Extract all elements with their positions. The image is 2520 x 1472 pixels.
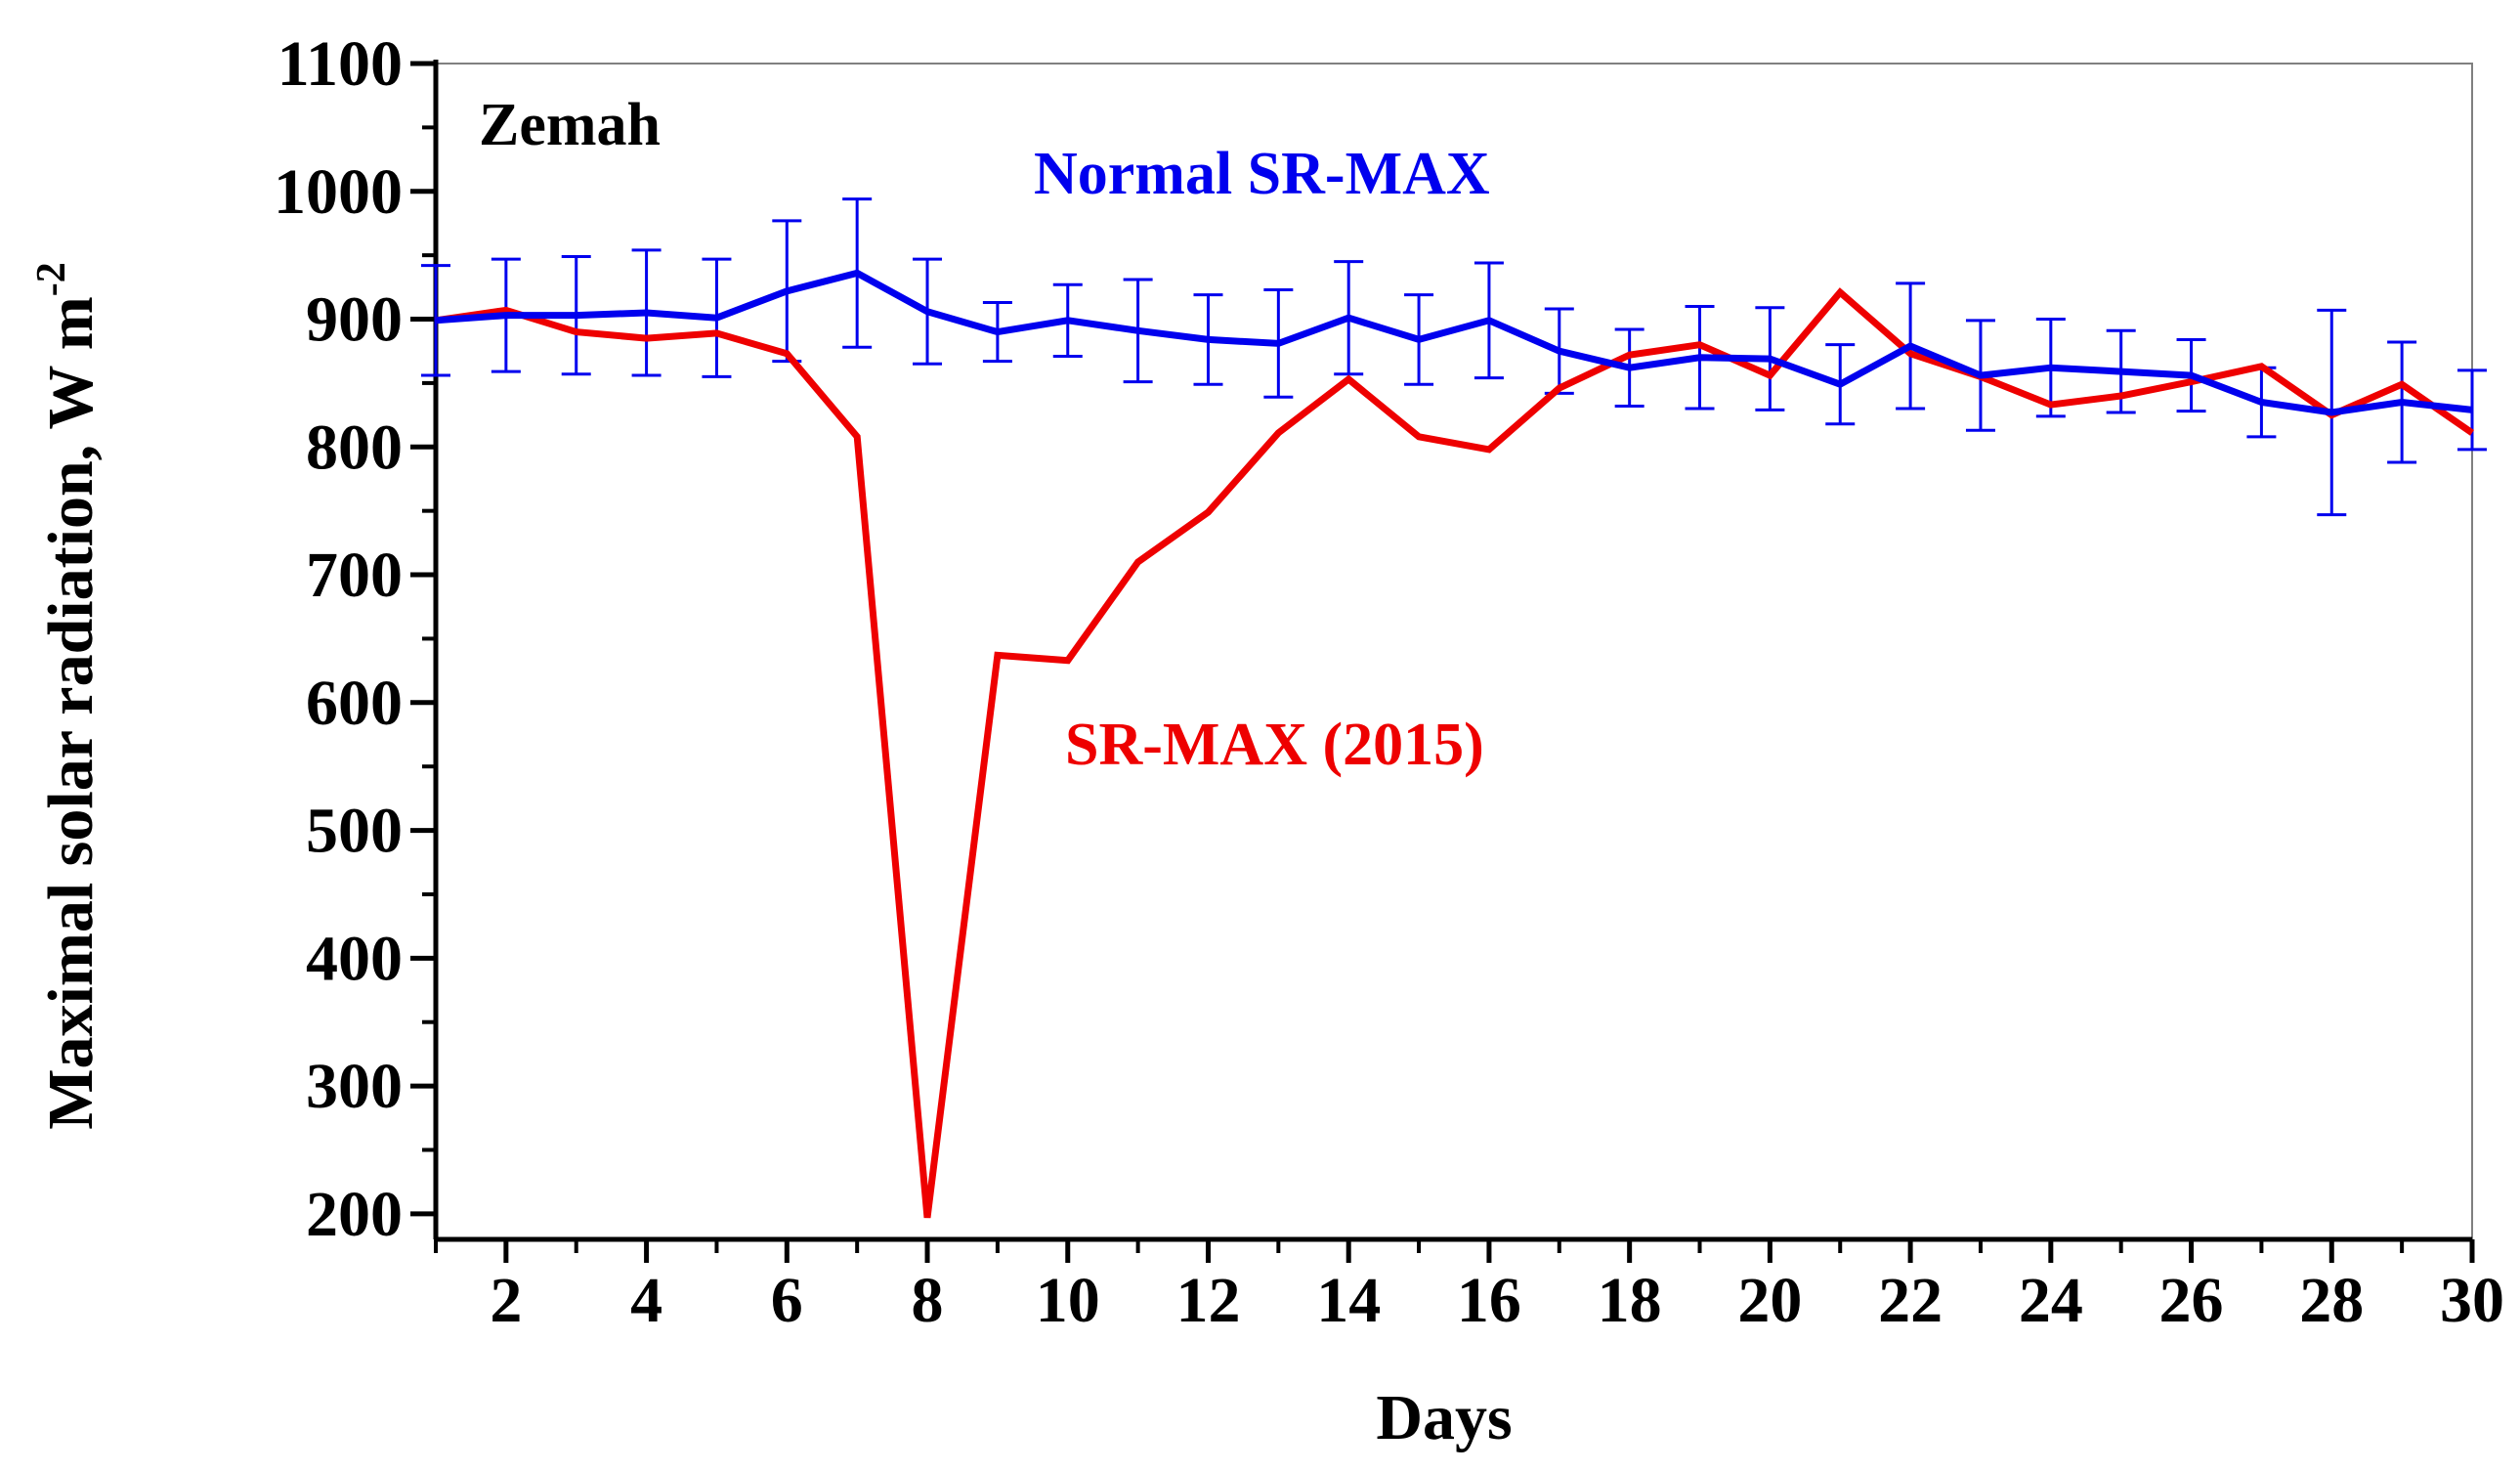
sr-max-2015-data-point — [1907, 351, 1913, 357]
x-tick-label: 20 — [1737, 1265, 1802, 1336]
legend-2015-label: SR-MAX (2015) — [1065, 712, 1484, 778]
y-tick-label: 700 — [306, 540, 403, 611]
y-tick-label: 600 — [306, 668, 403, 739]
x-axis: 2 4 6 8 10 12 14 16 18 20 22 24 26 28 30 — [434, 1239, 2504, 1336]
plot-border — [435, 63, 2473, 1240]
normal-data-point — [995, 329, 1001, 335]
normal-data-point — [2048, 365, 2054, 370]
normal-data-point — [2189, 372, 2195, 378]
series-line-normal-sr-max — [435, 269, 2473, 416]
normal-data-point — [854, 270, 860, 276]
x-tick-label: 8 — [912, 1265, 944, 1336]
x-tick-label: 16 — [1457, 1265, 1521, 1336]
y-axis-title-superscript: -2 — [29, 262, 74, 296]
y-tick-label: 400 — [306, 923, 403, 994]
sr-max-2015-data-point — [784, 351, 790, 357]
x-tick-label: 10 — [1036, 1265, 1100, 1336]
normal-data-point — [2469, 407, 2475, 412]
normal-data-point — [1135, 327, 1141, 333]
normal-data-point — [924, 309, 930, 315]
sr-max-2015-data-point — [433, 318, 439, 324]
normal-data-point — [1486, 318, 1492, 324]
sr-max-2015-data-point — [574, 329, 579, 335]
y-axis-title-text: Maximal solar radiation, W m — [35, 296, 107, 1130]
x-tick-label: 26 — [2159, 1265, 2224, 1336]
sr-max-2015-data-point — [713, 330, 719, 336]
sr-max-2015-data-point — [644, 335, 650, 341]
normal-data-point — [1627, 365, 1633, 370]
normal-data-point — [1065, 318, 1071, 324]
normal-data-point — [784, 288, 790, 294]
x-tick-label: 2 — [490, 1265, 522, 1336]
normal-data-point — [713, 315, 719, 321]
normal-data-point — [1767, 356, 1773, 362]
sr-max-2015-data-point — [1275, 430, 1281, 436]
sr-max-2015-data-point — [1837, 289, 1843, 295]
y-axis: 200 300 400 500 600 700 800 900 1000 1100 — [274, 28, 436, 1250]
sr-max-2015-data-point — [1205, 509, 1211, 515]
sr-max-2015-data-point — [1697, 342, 1703, 348]
normal-data-point — [1697, 355, 1703, 361]
normal-data-point — [1345, 315, 1351, 321]
sr-max-2015-data-point — [1065, 658, 1071, 664]
x-tick-label: 18 — [1598, 1265, 1662, 1336]
normal-data-point — [1275, 340, 1281, 346]
y-tick-label: 200 — [306, 1179, 403, 1250]
sr-max-2015-data-point — [1135, 559, 1141, 565]
sr-max-2015-data-point — [1627, 352, 1633, 358]
normal-data-point — [1837, 381, 1843, 387]
x-tick-label: 24 — [2019, 1265, 2083, 1336]
legend-normal-label: Normal SR-MAX — [1034, 141, 1490, 207]
normal-data-point — [2118, 368, 2124, 374]
normal-data-point — [1907, 343, 1913, 349]
sr-max-2015-data-point — [854, 434, 860, 440]
sr-max-2015-data-point — [1978, 373, 1984, 379]
y-tick-label: 1000 — [274, 156, 403, 228]
sr-max-2015-data-point — [995, 652, 1001, 658]
y-tick-label: 1100 — [278, 28, 403, 100]
x-tick-label: 30 — [2440, 1265, 2504, 1336]
x-tick-label: 28 — [2299, 1265, 2364, 1336]
normal-data-point — [1557, 348, 1562, 354]
y-tick-label: 300 — [306, 1051, 403, 1122]
series-layer — [421, 197, 2487, 1221]
sr-max-2015-data-point — [2189, 379, 2195, 385]
y-tick-label: 900 — [306, 284, 403, 356]
x-tick-label: 22 — [1878, 1265, 1943, 1336]
sr-max-2015-data-point — [1767, 372, 1773, 378]
y-tick-label: 500 — [306, 796, 403, 867]
x-tick-label: 4 — [630, 1265, 662, 1336]
x-tick-label: 6 — [771, 1265, 803, 1336]
normal-data-point — [1205, 336, 1211, 342]
x-tick-label: 14 — [1316, 1265, 1381, 1336]
sr-max-2015-data-point — [2118, 393, 2124, 399]
sr-max-2015-data-point — [2328, 412, 2334, 418]
sr-max-2015-data-point — [2399, 381, 2405, 387]
sr-max-2015-data-point — [924, 1215, 930, 1221]
sr-max-2015-data-point — [2048, 402, 2054, 408]
y-axis-title-group: Maximal solar radiation, W m-2 — [29, 262, 107, 1130]
y-axis-title: Maximal solar radiation, W m-2 — [29, 262, 107, 1130]
x-tick-label: 12 — [1175, 1265, 1240, 1336]
sr-max-2015-data-point — [2258, 364, 2264, 369]
plot-frame — [433, 60, 2473, 1242]
x-axis-title: Days — [1376, 1382, 1512, 1453]
sr-max-2015-data-point — [503, 307, 509, 313]
normal-data-point — [2258, 400, 2264, 406]
sr-max-2015-data-point — [1557, 385, 1562, 391]
sr-max-2015-data-point — [1416, 434, 1422, 440]
sr-max-2015-data-point — [2469, 430, 2475, 436]
normal-data-point — [1416, 336, 1422, 342]
y-tick-label: 800 — [306, 411, 403, 483]
sr-max-2015-data-point — [1345, 376, 1351, 382]
panel-label: Zemah — [479, 92, 661, 158]
normal-data-point — [644, 310, 650, 316]
normal-data-point — [2399, 400, 2405, 406]
normal-data-point — [574, 313, 579, 319]
sr-max-2015-data-point — [1486, 447, 1492, 453]
normal-data-point — [503, 313, 509, 319]
series-line-sr-max-2015 — [435, 287, 2474, 1219]
